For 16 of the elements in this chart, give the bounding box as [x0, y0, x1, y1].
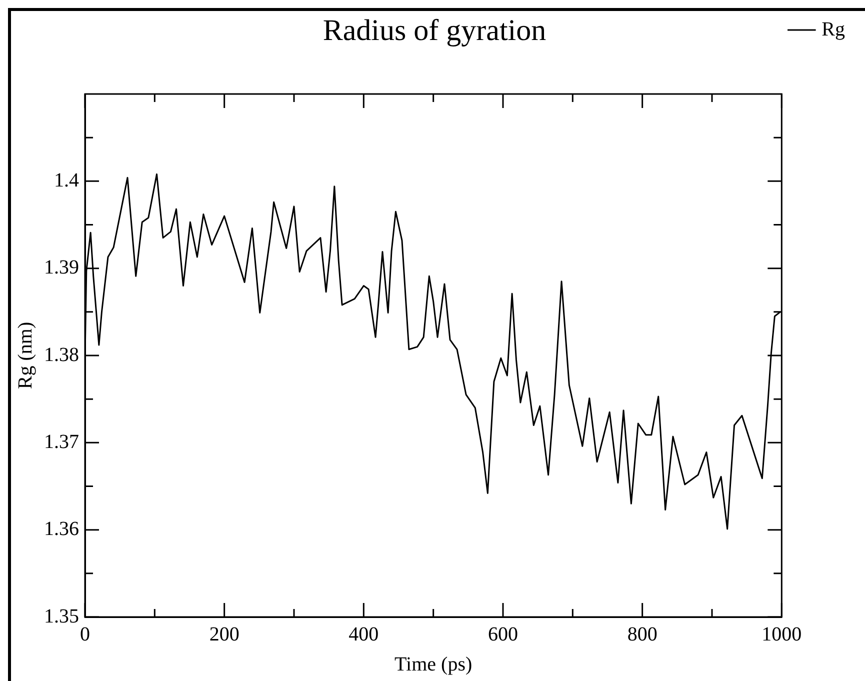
x-tick-label: 400: [348, 623, 379, 646]
legend-label: Rg: [822, 18, 846, 40]
y-tick-label: 1.38: [44, 344, 79, 366]
x-axis-title: Time (ps): [394, 653, 472, 676]
chart-title: Radius of gyration: [322, 14, 546, 47]
y-axis-title: Rg (nm): [14, 322, 36, 390]
x-tick-label: 1000: [762, 623, 802, 646]
x-tick-label: 200: [209, 623, 240, 646]
y-tick-label: 1.39: [44, 256, 79, 279]
x-tick-label: 800: [627, 623, 658, 646]
x-tick-label: 600: [488, 623, 518, 646]
y-tick-label: 1.36: [44, 518, 79, 540]
x-tick-label: 0: [80, 623, 90, 646]
y-tick-label: 1.35: [44, 605, 79, 628]
y-tick-label: 1.37: [44, 430, 79, 453]
y-tick-label: 1.4: [54, 169, 79, 192]
